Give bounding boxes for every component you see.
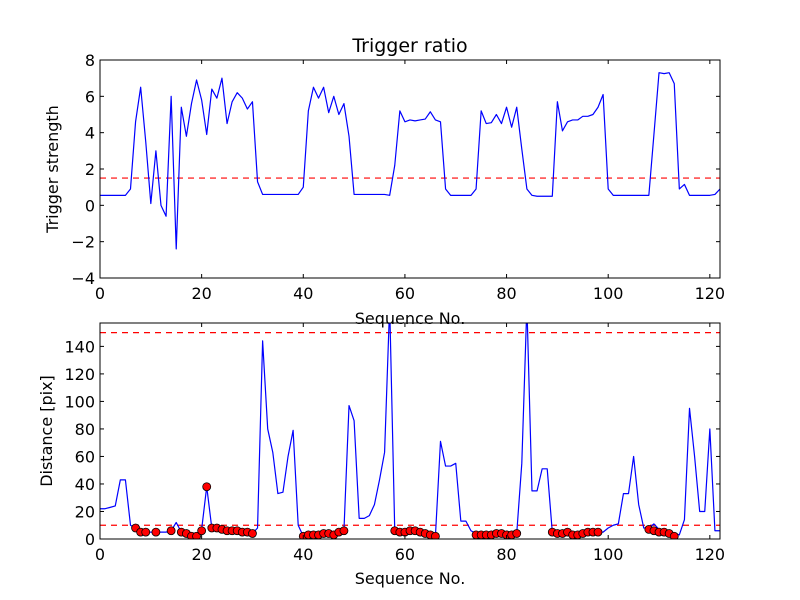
y-tick-label: 0: [85, 196, 95, 215]
data-point: [669, 531, 679, 539]
x-tick-label: 60: [395, 545, 415, 564]
axes-frame: [99, 322, 721, 540]
x-tick-label: 40: [293, 545, 313, 564]
x-tick-label: 0: [95, 545, 105, 564]
data-point: [151, 527, 161, 537]
plot-area: [100, 323, 720, 539]
data-point: [202, 482, 212, 492]
data-point: [593, 527, 603, 537]
y-axis-label: Trigger strength: [43, 105, 62, 234]
x-tick-label: 0: [95, 284, 105, 303]
x-axis-label: Sequence No.: [355, 569, 466, 588]
x-tick-label: 120: [695, 284, 726, 303]
plot-area: [100, 72, 720, 250]
y-tick-label: 80: [75, 420, 95, 439]
y-tick-label: 100: [64, 392, 95, 411]
y-axis-label: Distance [pix]: [37, 375, 56, 487]
y-tick-label: −2: [71, 233, 95, 252]
y-tick-label: −4: [71, 269, 95, 288]
y-tick-label: 2: [85, 160, 95, 179]
data-point: [197, 526, 207, 536]
x-tick-label: 20: [191, 284, 211, 303]
data-point: [192, 531, 201, 539]
x-tick-label: 40: [293, 284, 313, 303]
data-point: [248, 529, 257, 538]
y-tick-label: 60: [75, 447, 95, 466]
data-point: [141, 527, 151, 537]
series-line: [100, 72, 720, 250]
x-tick-label: 120: [695, 545, 726, 564]
x-tick-label: 20: [191, 545, 211, 564]
y-tick-label: 140: [64, 337, 95, 356]
data-point: [431, 531, 440, 539]
x-tick-label: 60: [395, 284, 415, 303]
y-tick-label: 6: [85, 87, 95, 106]
x-axis-label: Sequence No.: [355, 309, 466, 328]
data-point: [166, 526, 176, 536]
data-point: [339, 526, 349, 536]
y-tick-label: 20: [75, 502, 95, 521]
y-tick-label: 8: [85, 51, 95, 70]
x-tick-label: 100: [593, 284, 624, 303]
distance-chart: 0 20 40 60 80 100 120 0 20 40 60 80 100 120 140 Sequenc…: [37, 322, 726, 588]
y-tick-label: 40: [75, 475, 95, 494]
y-tick-label: 120: [64, 365, 95, 384]
x-tick-label: 80: [496, 284, 516, 303]
x-tick-label: 100: [593, 545, 624, 564]
y-tick-label: 0: [85, 530, 95, 549]
x-tick-label: 80: [496, 545, 516, 564]
y-tick-label: 4: [85, 124, 95, 143]
data-point: [512, 529, 522, 538]
chart-title: Trigger ratio: [351, 35, 467, 57]
